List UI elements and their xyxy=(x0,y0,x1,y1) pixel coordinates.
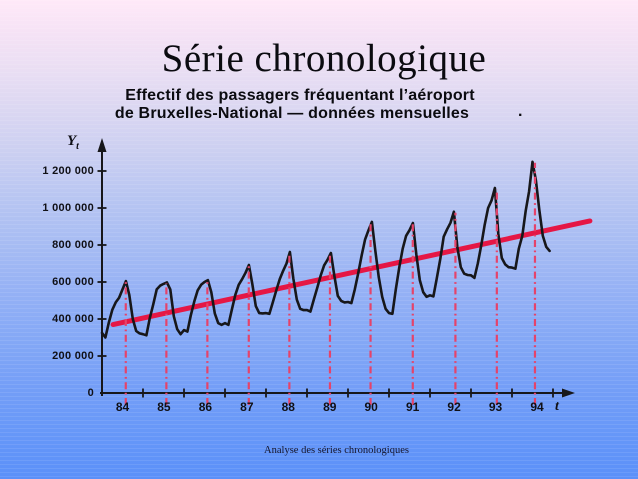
y-axis-title-sub: t xyxy=(76,141,79,152)
footer-text: Analyse des séries chronologiques xyxy=(264,445,409,456)
y-tick-label: 1 000 000 xyxy=(42,201,94,214)
x-axis-title: t xyxy=(555,399,559,414)
y-tick-label: 400 000 xyxy=(52,312,94,325)
x-tick-label: 87 xyxy=(240,400,254,414)
x-tick-label: 93 xyxy=(488,400,503,414)
x-tick-label: 94 xyxy=(530,400,544,414)
y-tick-label: 0 xyxy=(87,386,94,399)
subtitle-line-1: Effectif des passagers fréquentant l’aér… xyxy=(125,87,475,104)
chart-subtitle: Effectif des passagers fréquentant l’aér… xyxy=(0,87,638,123)
x-tick-label: 90 xyxy=(364,400,378,414)
y-axis-title: Yt xyxy=(67,133,79,152)
x-tick-label: 92 xyxy=(447,400,461,414)
subtitle-line-2: de Bruxelles-National — données mensuell… xyxy=(114,105,470,122)
y-tick-label: 800 000 xyxy=(52,238,94,251)
y-tick-label: 600 000 xyxy=(52,275,94,288)
y-tick-label: 200 000 xyxy=(52,349,94,362)
x-tick-label: 88 xyxy=(281,400,295,414)
y-tick-label: 1 200 000 xyxy=(42,164,94,177)
y-axis-arrow-icon xyxy=(97,138,107,152)
y-axis-title-main: Y xyxy=(67,133,77,149)
slide-title: Série chronologique xyxy=(161,37,487,80)
x-tick-label: 91 xyxy=(405,400,420,414)
trend-line xyxy=(110,218,593,328)
x-tick-label: 84 xyxy=(115,400,130,414)
passengers-series-line xyxy=(100,160,551,339)
x-tick-label: 89 xyxy=(323,400,337,414)
stray-period: . xyxy=(518,103,523,120)
x-tick-label: 85 xyxy=(157,400,171,414)
x-tick-label: 86 xyxy=(198,400,213,414)
x-axis-arrow-icon xyxy=(562,388,575,398)
